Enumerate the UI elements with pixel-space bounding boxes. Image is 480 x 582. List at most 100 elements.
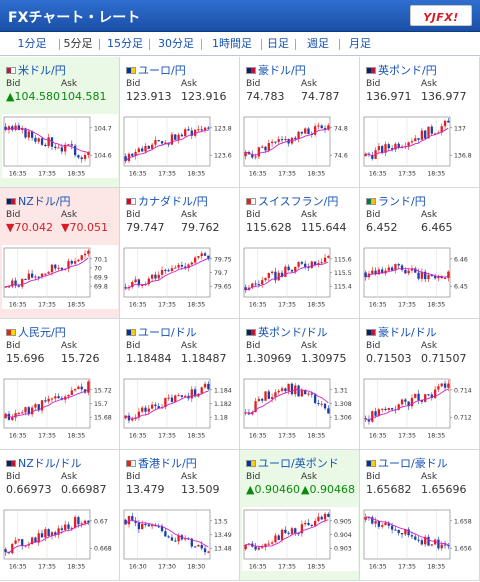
candle-body	[400, 399, 404, 405]
candle-body	[47, 137, 50, 147]
tab-5[interactable]: 1時間足	[212, 37, 252, 50]
candle-body	[37, 533, 40, 543]
candlestick-chart[interactable]: 15.72 15.7 15.68 16:35 17:35 18:35	[2, 376, 118, 440]
x-tick-label: 16:35	[369, 302, 387, 309]
pair-name-link[interactable]: ユーロ/英ポンド	[246, 455, 339, 470]
tab-8[interactable]: 月足	[349, 37, 371, 50]
pair-name: スイスフラン/円	[258, 195, 339, 208]
candlestick-chart[interactable]: 137 136.8 16:35 17:35 18:35	[362, 114, 478, 178]
rate-cell[interactable]: 人民元/円 Bid Ask 15.696 15.726 15.72 15.7 15.68 16:…	[0, 319, 120, 450]
pair-name-link[interactable]: 英ポンド/円	[366, 62, 437, 77]
candle-body	[404, 529, 407, 535]
bid-value: 0.66973	[6, 483, 52, 496]
candlestick-chart[interactable]: 74.8 74.6 16:35 17:35 18:35	[242, 114, 358, 178]
tab-3[interactable]: 15分足	[107, 37, 143, 50]
candle-body	[47, 529, 50, 537]
chart-svg: 0.67 0.668 16:35 17:35 18:35	[3, 509, 112, 571]
candlestick-chart[interactable]: 13.5 13.49 13.48 16:30 17:30 18:30	[122, 507, 238, 571]
rate-cell[interactable]: 英ポンド/ドル Bid Ask 1.30969 1.30975 1.31 1.308 1.30…	[240, 319, 360, 450]
pair-name-link[interactable]: ランド/円	[366, 193, 426, 208]
tab-4[interactable]: 30分足	[158, 37, 194, 50]
candle-body	[150, 144, 154, 149]
candlestick-chart[interactable]: 79.75 79.7 79.65 16:35 17:35 18:35	[122, 245, 238, 309]
candle-body	[57, 147, 60, 149]
pair-name-link[interactable]: 人民元/円	[6, 324, 66, 339]
candle-body	[87, 152, 90, 156]
tab-1[interactable]: 1分足	[17, 37, 47, 50]
pair-name-link[interactable]: ユーロ/豪ドル	[366, 455, 448, 470]
chart-svg: 15.72 15.7 15.68 16:35 17:35 18:35	[3, 378, 112, 440]
ask-value: ▲0.90468	[301, 483, 355, 496]
candle-body	[147, 145, 150, 149]
candle-body	[87, 250, 90, 254]
candlestick-chart[interactable]: 104.7 104.6 16:35 17:35 18:35	[2, 114, 118, 178]
pair-name-link[interactable]: 米ドル/円	[6, 62, 66, 77]
candlestick-chart[interactable]: 1.658 1.656 16:35 17:35 18:35	[362, 507, 478, 571]
rate-cell[interactable]: 英ポンド/円 Bid Ask 136.971 136.977 137 136.8 16:35 1…	[360, 57, 480, 188]
candlestick-chart[interactable]: 0.905 0.904 0.903 16:35 17:35 18:35	[242, 507, 358, 571]
chart-svg: 6.46 6.45 16:35 17:35 18:35	[363, 247, 468, 309]
currency-flag-icon	[246, 198, 256, 205]
rate-cell[interactable]: 豪ドル/円 Bid Ask 74.783 74.787 74.8 74.6 16:35 17:3…	[240, 57, 360, 188]
currency-flag-icon	[6, 460, 16, 467]
rate-cell[interactable]: 香港ドル/円 Bid Ask 13.479 13.509 13.5 13.49 13.48 16…	[120, 450, 240, 581]
candle-body	[254, 546, 257, 550]
candle-body	[174, 540, 177, 542]
candlestick-chart[interactable]: 6.46 6.45 16:35 17:35 18:35	[362, 245, 478, 309]
rate-cell[interactable]: ランド/円 Bid Ask 6.452 6.465 6.46 6.45 16:35 17:35 1…	[360, 188, 480, 319]
candle-body	[277, 535, 280, 540]
tab-7[interactable]: 週足	[307, 37, 329, 50]
candlestick-chart[interactable]: 70.1 70 69.9 69.8 16:35 17:35 18:35	[2, 245, 118, 309]
ask-label: Ask	[421, 472, 438, 482]
rate-cell[interactable]: ユーロ/豪ドル Bid Ask 1.65682 1.65696 1.658 1.656 16:…	[360, 450, 480, 581]
x-tick-label: 16:30	[129, 564, 147, 571]
rate-cell[interactable]: NZドル/ドル Bid Ask 0.66973 0.66987 0.67 0.668 16:3…	[0, 450, 120, 581]
pair-name-link[interactable]: NZドル/ドル	[6, 455, 81, 470]
rate-cell[interactable]: カナダドル/円 Bid Ask 79.747 79.762 79.75 79.7 79.65 1…	[120, 188, 240, 319]
pair-name-link[interactable]: NZドル/円	[6, 193, 70, 208]
bid-label: Bid	[366, 210, 381, 220]
candle-body	[244, 544, 247, 550]
yjfx-logo[interactable]: YJFX!	[410, 5, 472, 26]
pair-name: 香港ドル/円	[138, 457, 197, 470]
x-tick-label: 18:35	[427, 564, 445, 571]
candle-body	[11, 543, 14, 554]
candle-body	[437, 276, 440, 279]
pair-name-link[interactable]: 香港ドル/円	[126, 455, 197, 470]
candle-body	[394, 529, 397, 531]
candle-body	[193, 389, 197, 397]
app-header: FXチャート・レート YJFX!	[0, 0, 480, 32]
rate-cell[interactable]: 米ドル/円 Bid Ask ▲104.580 104.581 104.7 104.6 16:3…	[0, 57, 120, 188]
candle-body	[424, 130, 427, 139]
ask-value: 136.977	[421, 90, 467, 103]
pair-name-link[interactable]: カナダドル/円	[126, 193, 208, 208]
rate-cell[interactable]: ユーロ/英ポンド Bid Ask ▲0.90460 ▲0.90468 0.905 0.904…	[240, 450, 360, 581]
candle-body	[70, 261, 73, 264]
candle-body	[73, 389, 77, 391]
tab-2[interactable]: 5分足	[63, 37, 93, 50]
candlestick-chart[interactable]: 0.67 0.668 16:35 17:35 18:35	[2, 507, 118, 571]
tab-6[interactable]: 日足	[267, 37, 289, 50]
pair-name-link[interactable]: 豪ドル/円	[246, 62, 306, 77]
pair-name-link[interactable]: ユーロ/円	[126, 62, 186, 77]
candlestick-chart[interactable]: 0.714 0.712 16:35 17:35 18:35	[362, 376, 478, 440]
pair-name-link[interactable]: スイスフラン/円	[246, 193, 339, 208]
candle-body	[200, 253, 203, 257]
pair-name-link[interactable]: 英ポンド/ドル	[246, 324, 328, 339]
candlestick-chart[interactable]: 1.31 1.308 1.306 16:35 17:35 18:35	[242, 376, 358, 440]
candlestick-chart[interactable]: 1.184 1.182 1.18 16:35 17:35 18:35	[122, 376, 238, 440]
candle-body	[430, 274, 433, 277]
candlestick-chart[interactable]: 115.6 115.5 115.4 16:35 17:35 18:35	[242, 245, 358, 309]
rate-cell[interactable]: ユーロ/円 Bid Ask 123.913 123.916 123.8 123.6 16:35…	[120, 57, 240, 188]
rate-cell[interactable]: スイスフラン/円 Bid Ask 115.628 115.644 115.6 115.5 11…	[240, 188, 360, 319]
candle-body	[407, 529, 410, 536]
pair-name-link[interactable]: ユーロ/ドル	[126, 324, 197, 339]
candlestick-chart[interactable]: 123.8 123.6 16:35 17:35 18:35	[122, 114, 238, 178]
candle-body	[77, 259, 80, 262]
candle-body	[381, 408, 384, 410]
rate-cell[interactable]: ユーロ/ドル Bid Ask 1.18484 1.18487 1.184 1.182 1.18…	[120, 319, 240, 450]
pair-name-link[interactable]: 豪ドル/ドル	[366, 324, 437, 339]
rate-cell[interactable]: NZドル/円 Bid Ask ▼70.042 ▼70.051 70.1 70 69.9 69.8…	[0, 188, 120, 319]
rate-cell[interactable]: 豪ドル/ドル Bid Ask 0.71503 0.71507 0.714 0.712 16:3…	[360, 319, 480, 450]
ask-value: 13.509	[181, 483, 220, 496]
